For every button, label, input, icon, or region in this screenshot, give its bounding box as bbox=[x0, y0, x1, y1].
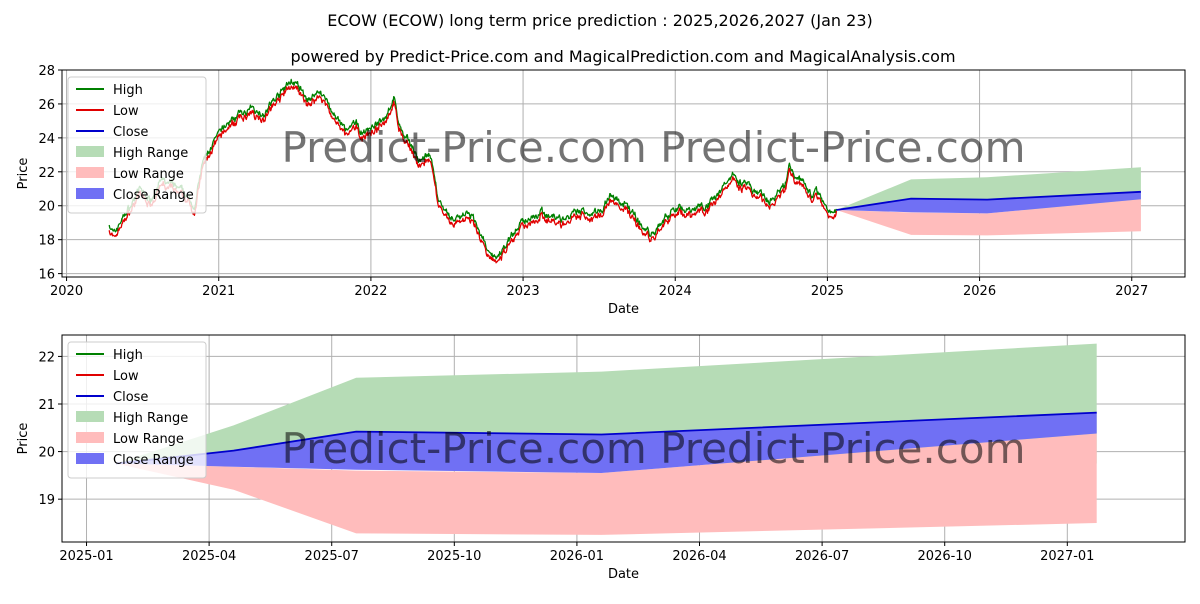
x-tick-label: 2025-10 bbox=[427, 549, 481, 564]
x-tick-label: 2023 bbox=[507, 284, 540, 299]
y-tick-label: 22 bbox=[38, 350, 55, 365]
low-range-band bbox=[836, 199, 1141, 236]
x-tick-label: 2026 bbox=[963, 284, 996, 299]
y-tick-label: 22 bbox=[38, 166, 55, 181]
legend-close-range-swatch bbox=[76, 453, 104, 464]
y-tick-label: 26 bbox=[38, 98, 55, 113]
forecast-plot-area bbox=[115, 343, 1097, 535]
plot-border bbox=[61, 334, 1186, 543]
legend-close-range-label: Close Range bbox=[113, 188, 194, 203]
x-tick-label: 2026-04 bbox=[672, 549, 726, 564]
legend-high-range-label: High Range bbox=[113, 411, 188, 426]
close-range-band bbox=[836, 191, 1141, 214]
legend-high-range-swatch bbox=[76, 146, 104, 157]
y-tick-label: 28 bbox=[38, 64, 55, 79]
legend-low-label: Low bbox=[113, 104, 139, 119]
forecast-panel: Predict-Price.com Predict-Price.com 2025-… bbox=[16, 334, 1186, 582]
legend-high-range-swatch bbox=[76, 411, 104, 422]
x-tick-label: 2025 bbox=[811, 284, 844, 299]
legend-high-label: High bbox=[113, 83, 143, 98]
x-tick-label: 2025-07 bbox=[305, 549, 359, 564]
legend-close-range-swatch bbox=[76, 188, 104, 199]
y-tick-label: 20 bbox=[38, 446, 55, 461]
y-axis-label: Price bbox=[16, 423, 31, 455]
y-tick-label: 18 bbox=[38, 234, 55, 249]
legend-close-label: Close bbox=[113, 125, 148, 140]
chart-title: ECOW (ECOW) long term price prediction :… bbox=[327, 11, 873, 30]
x-axis-label: Date bbox=[608, 567, 639, 582]
x-tick-label: 2027-01 bbox=[1040, 549, 1094, 564]
x-tick-label: 2027 bbox=[1115, 284, 1148, 299]
legend-low-range-label: Low Range bbox=[113, 432, 184, 447]
x-axis-label: Date bbox=[608, 302, 639, 317]
legend-high-range-label: High Range bbox=[113, 146, 188, 161]
x-tick-label: 2025-04 bbox=[182, 549, 236, 564]
x-tick-label: 2024 bbox=[659, 284, 692, 299]
x-tick-label: 2020 bbox=[50, 284, 83, 299]
legend-close-label: Close bbox=[113, 390, 148, 405]
chart-subtitle: powered by Predict-Price.com and Magical… bbox=[290, 47, 955, 66]
history-plot-area bbox=[108, 78, 1141, 264]
legend-close-range-label: Close Range bbox=[113, 453, 194, 468]
y-tick-label: 20 bbox=[38, 200, 55, 215]
y-tick-label: 24 bbox=[38, 132, 55, 147]
low-range-band bbox=[115, 433, 1097, 535]
x-tick-label: 2022 bbox=[354, 284, 387, 299]
close-forecast-line bbox=[836, 190, 1141, 211]
legend-high-label: High bbox=[113, 348, 143, 363]
legend-low-range-swatch bbox=[76, 432, 104, 443]
legend-low-range-swatch bbox=[76, 167, 104, 178]
x-tick-label: 2026-01 bbox=[550, 549, 604, 564]
high-price-line bbox=[108, 78, 837, 260]
legend-low-range-label: Low Range bbox=[113, 167, 184, 182]
x-tick-label: 2025-01 bbox=[59, 549, 113, 564]
close-range-band bbox=[115, 412, 1097, 473]
legend-low-label: Low bbox=[113, 369, 139, 384]
low-price-line bbox=[108, 85, 838, 264]
x-tick-label: 2026-07 bbox=[795, 549, 849, 564]
x-tick-label: 2021 bbox=[202, 284, 235, 299]
x-tick-label: 2026-10 bbox=[918, 549, 972, 564]
y-tick-label: 19 bbox=[38, 493, 55, 508]
y-tick-label: 21 bbox=[38, 398, 55, 413]
y-axis-label: Price bbox=[16, 158, 31, 190]
y-tick-label: 16 bbox=[38, 268, 55, 283]
plot-border bbox=[61, 69, 1186, 278]
watermark-text: Predict-Price.com Predict-Price.com bbox=[281, 123, 1025, 172]
watermark-text: Predict-Price.com Predict-Price.com bbox=[281, 424, 1025, 473]
